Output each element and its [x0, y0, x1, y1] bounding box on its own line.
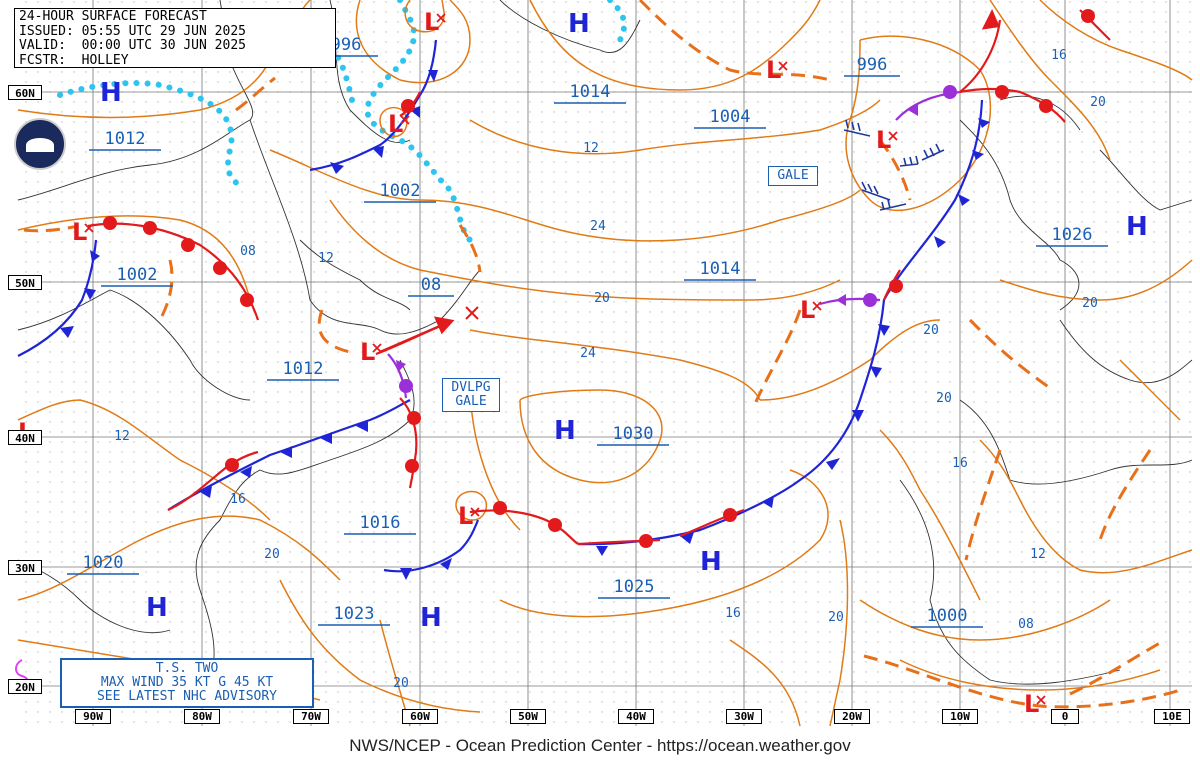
pressure-label: 1012 — [105, 129, 146, 149]
pressure-label: 1002 — [117, 265, 158, 285]
isobar-value: 20 — [264, 547, 280, 562]
pressure-label: 1026 — [1052, 225, 1093, 245]
lat-label-40n: 40N — [8, 430, 42, 445]
pressure-label: 1023 — [334, 604, 375, 624]
lon-label-90w: 90W — [75, 709, 111, 724]
lon-label-20w: 20W — [834, 709, 870, 724]
pressure-label: 08 — [421, 275, 441, 295]
isobar-value: 16 — [1051, 48, 1067, 63]
isobar-value: 12 — [583, 141, 599, 156]
ts-wind: MAX WIND 35 KT G 45 KT — [100, 675, 274, 690]
forecast-header: 24-HOUR SURFACE FORECAST ISSUED: 05:55 U… — [14, 8, 336, 68]
noaa-logo — [14, 118, 66, 170]
ts-name: T.S. TWO — [155, 661, 219, 676]
high-center: H — [100, 78, 122, 108]
dot-grid — [18, 0, 1192, 726]
header-forecaster: FCSTR: HOLLEY — [19, 52, 129, 68]
isobar-value: 12 — [318, 251, 334, 266]
pressure-label: 996 — [857, 55, 888, 75]
troughs — [23, 0, 1181, 709]
low-center: L — [360, 338, 375, 366]
isobars — [17, 0, 1193, 727]
isobar-value: 08 — [240, 244, 256, 259]
pressure-label: 1020 — [83, 553, 124, 573]
isobar-value: 20 — [393, 676, 409, 691]
lon-label-80w: 80W — [184, 709, 220, 724]
lon-label-40w: 40W — [618, 709, 654, 724]
header-issued: ISSUED: 05:55 UTC 29 JUN 2025 — [19, 23, 246, 39]
storm-track-arrows — [379, 9, 1000, 354]
isobar-value: 16 — [725, 606, 741, 621]
pressure-label: 1014 — [700, 259, 741, 279]
high-center: H — [1126, 212, 1148, 242]
pressure-centers: H H H H H H H L L L L L L L L L L — [18, 8, 1148, 718]
pressure-label: 1030 — [613, 424, 654, 444]
lon-label-70w: 70W — [293, 709, 329, 724]
isobar-value: 12 — [114, 429, 130, 444]
pressure-label: 1014 — [570, 82, 611, 102]
cold-front-barbs — [60, 70, 990, 580]
ice-edge — [57, 0, 628, 243]
low-center: L — [388, 110, 403, 138]
lon-label-50w: 50W — [510, 709, 546, 724]
pressure-label: 1000 — [927, 606, 968, 626]
isobar-value: 20 — [594, 291, 610, 306]
low-center: L — [458, 502, 473, 530]
gale-label: GALE — [768, 166, 818, 186]
low-center: L — [1024, 690, 1039, 718]
isobar-value: 24 — [590, 219, 606, 234]
high-center: H — [568, 9, 590, 39]
header-valid: VALID: 00:00 UTC 30 JUN 2025 — [19, 38, 246, 53]
low-center-x-marks — [84, 13, 1046, 705]
occluded-front-symbols — [396, 85, 957, 393]
high-center: H — [420, 603, 442, 633]
low-x-markers — [465, 306, 479, 320]
low-center: L — [876, 126, 891, 154]
isobar-value: 20 — [936, 391, 952, 406]
high-center: H — [146, 593, 168, 623]
coastlines — [17, 0, 1193, 685]
lat-label-60n: 60N — [8, 85, 42, 100]
lat-label-30n: 30N — [8, 560, 42, 575]
developing-gale-label: DVLPG GALE — [442, 378, 500, 412]
low-center: L — [800, 296, 815, 324]
wind-barbs — [843, 119, 945, 211]
isobar-value: 20 — [1082, 296, 1098, 311]
low-center: L — [766, 56, 781, 84]
lon-label-10w: 10W — [942, 709, 978, 724]
lat-label-50n: 50N — [8, 275, 42, 290]
isobar-value: 08 — [1018, 617, 1034, 632]
high-center: H — [554, 416, 576, 446]
footer-credit: NWS/NCEP - Ocean Prediction Center - htt… — [349, 736, 851, 755]
pressure-label: 1016 — [360, 513, 401, 533]
low-center: L — [424, 8, 439, 36]
pressure-labels: 996 1014 1004 996 1012 1002 1002 08 1014… — [83, 35, 1093, 626]
ts-advisory: SEE LATEST NHC ADVISORY — [96, 689, 277, 704]
lon-label-0: 0 — [1051, 709, 1079, 724]
pressure-label: 1025 — [614, 577, 655, 597]
lon-label-30w: 30W — [726, 709, 762, 724]
isobar-value: 20 — [1090, 95, 1106, 110]
pressure-label: 1002 — [380, 181, 421, 201]
pressure-label: 996 — [331, 35, 362, 55]
header-title: 24-HOUR SURFACE FORECAST — [19, 9, 207, 24]
lon-label-60w: 60W — [402, 709, 438, 724]
pressure-label: 1012 — [283, 359, 324, 379]
lon-label-10e: 10E — [1154, 709, 1190, 724]
isobar-value: 20 — [828, 610, 844, 625]
pressure-label: 1004 — [710, 107, 751, 127]
low-center: L — [72, 218, 87, 246]
isobar-value: 24 — [580, 346, 596, 361]
graticule — [18, 0, 1192, 726]
isobar-value: 16 — [952, 456, 968, 471]
isobar-value: 20 — [923, 323, 939, 338]
high-center: H — [700, 547, 722, 577]
isobar-values: 12 16 08 12 20 24 20 12 16 20 20 16 12 2… — [114, 48, 1106, 691]
tropical-storm-box: T.S. TWO MAX WIND 35 KT G 45 KT SEE LATE… — [60, 658, 314, 708]
isobar-value: 16 — [230, 492, 246, 507]
lat-label-20n: 20N — [8, 679, 42, 694]
isobar-value: 12 — [1030, 547, 1046, 562]
warm-front-bumps — [103, 9, 1095, 548]
